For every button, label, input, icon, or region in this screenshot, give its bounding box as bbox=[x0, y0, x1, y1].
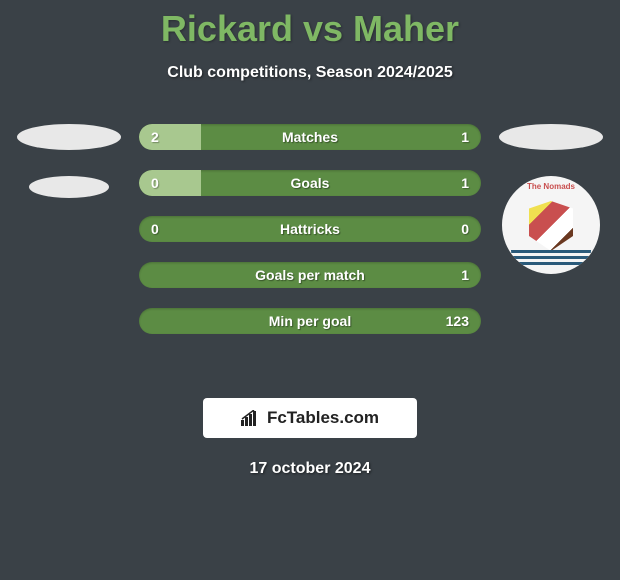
stat-right-value: 1 bbox=[461, 170, 469, 196]
stat-label: Min per goal bbox=[139, 308, 481, 334]
watermark: FcTables.com bbox=[203, 398, 417, 438]
subtitle: Club competitions, Season 2024/2025 bbox=[0, 64, 620, 82]
stat-right-value: 0 bbox=[461, 216, 469, 242]
stat-label: Goals per match bbox=[139, 262, 481, 288]
snapshot-date: 17 october 2024 bbox=[0, 460, 620, 478]
stat-row-matches: 2 Matches 1 bbox=[139, 124, 481, 150]
stat-row-goals: 0 Goals 1 bbox=[139, 170, 481, 196]
stat-row-min-per-goal: Min per goal 123 bbox=[139, 308, 481, 334]
watermark-text: FcTables.com bbox=[267, 408, 379, 428]
page-title: Rickard vs Maher bbox=[0, 0, 620, 50]
waves-icon bbox=[511, 250, 591, 266]
badge-motto: The Nomads bbox=[527, 182, 575, 191]
shield-icon bbox=[529, 201, 573, 251]
stat-label: Matches bbox=[139, 124, 481, 150]
stat-right-value: 1 bbox=[461, 262, 469, 288]
stat-right-value: 123 bbox=[446, 308, 469, 334]
left-team-column bbox=[15, 124, 123, 382]
comparison-block: 2 Matches 1 0 Goals 1 0 Hattricks 0 Goal… bbox=[0, 124, 620, 382]
stat-label: Hattricks bbox=[139, 216, 481, 242]
stat-row-hattricks: 0 Hattricks 0 bbox=[139, 216, 481, 242]
stat-right-value: 1 bbox=[461, 124, 469, 150]
stat-row-goals-per-match: Goals per match 1 bbox=[139, 262, 481, 288]
team-b-club-badge: The Nomads bbox=[502, 176, 600, 274]
team-a-logo-placeholder bbox=[17, 124, 121, 150]
team-a-logo-placeholder-2 bbox=[29, 176, 109, 198]
stat-label: Goals bbox=[139, 170, 481, 196]
stat-bars: 2 Matches 1 0 Goals 1 0 Hattricks 0 Goal… bbox=[139, 124, 481, 334]
team-b-logo-placeholder bbox=[499, 124, 603, 150]
bars-icon bbox=[241, 410, 261, 426]
right-team-column: The Nomads bbox=[497, 124, 605, 382]
